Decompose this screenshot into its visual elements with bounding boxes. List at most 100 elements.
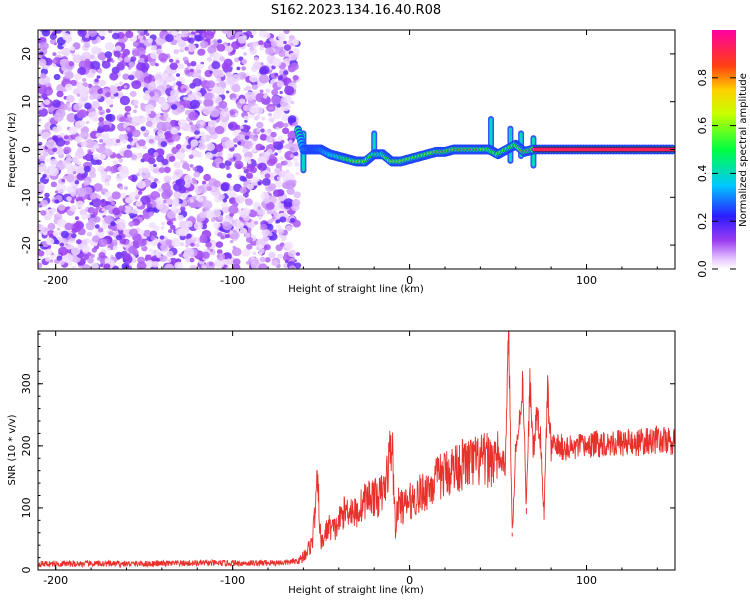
noise-blob bbox=[196, 69, 202, 74]
noise-blob bbox=[226, 90, 230, 94]
noise-blob bbox=[179, 242, 185, 247]
noise-blob bbox=[259, 89, 264, 94]
noise-blob bbox=[83, 179, 91, 186]
noise-blob bbox=[54, 199, 60, 204]
noise-blob bbox=[38, 108, 48, 117]
noise-blob bbox=[235, 94, 240, 98]
noise-blob bbox=[66, 106, 72, 112]
noise-blob bbox=[229, 240, 234, 244]
noise-blob bbox=[136, 180, 146, 189]
noise-blob bbox=[86, 231, 93, 237]
noise-blob bbox=[94, 224, 100, 229]
noise-blob bbox=[91, 69, 96, 74]
noise-blob bbox=[160, 226, 165, 230]
noise-blob bbox=[97, 88, 103, 95]
noise-blob bbox=[118, 205, 126, 213]
noise-blob bbox=[156, 79, 164, 86]
noise-blob bbox=[252, 251, 257, 256]
y-tick-label: -20 bbox=[20, 236, 33, 254]
noise-blob bbox=[262, 178, 271, 186]
noise-blob bbox=[145, 120, 153, 127]
noise-blob bbox=[88, 30, 98, 37]
noise-blob bbox=[80, 140, 88, 148]
noise-blob bbox=[148, 91, 155, 97]
noise-blob bbox=[280, 235, 287, 242]
noise-blob bbox=[149, 59, 157, 66]
noise-blob bbox=[143, 229, 152, 238]
noise-blob bbox=[284, 85, 295, 96]
noise-blob bbox=[119, 192, 127, 199]
noise-blob bbox=[286, 187, 295, 195]
noise-blob bbox=[51, 99, 61, 108]
noise-blob bbox=[214, 144, 224, 153]
noise-blob bbox=[173, 198, 180, 204]
noise-blob bbox=[228, 157, 234, 163]
noise-region bbox=[38, 30, 302, 269]
noise-blob bbox=[220, 120, 229, 128]
noise-blob bbox=[146, 110, 152, 115]
noise-blob bbox=[294, 161, 300, 167]
noise-blob bbox=[154, 71, 164, 81]
noise-blob bbox=[208, 262, 214, 267]
noise-blob bbox=[242, 166, 247, 170]
noise-blob bbox=[69, 46, 75, 51]
noise-blob bbox=[248, 42, 254, 48]
chart-title: S162.2023.134.16.40.R08 bbox=[271, 3, 441, 18]
noise-blob bbox=[66, 113, 77, 123]
noise-blob bbox=[174, 261, 184, 269]
noise-blob bbox=[263, 94, 268, 99]
noise-blob bbox=[170, 237, 181, 247]
noise-blob bbox=[209, 70, 213, 74]
noise-blob bbox=[131, 80, 142, 90]
noise-blob bbox=[175, 144, 182, 150]
noise-blob bbox=[215, 241, 224, 248]
noise-blob bbox=[187, 43, 196, 53]
colorbar-label: Normalized spectral amplitude bbox=[738, 73, 749, 227]
noise-blob bbox=[267, 219, 273, 225]
noise-blob bbox=[123, 56, 131, 63]
noise-blob bbox=[148, 138, 155, 144]
noise-blob bbox=[166, 210, 176, 219]
y-tick-label: 0 bbox=[20, 567, 33, 574]
noise-blob bbox=[259, 134, 268, 141]
colorbar-tick-label: 0.8 bbox=[696, 69, 709, 87]
noise-blob bbox=[183, 96, 188, 101]
noise-blob bbox=[168, 155, 176, 162]
noise-blob bbox=[265, 201, 275, 210]
noise-blob bbox=[222, 221, 232, 231]
noise-blob bbox=[124, 230, 129, 235]
noise-blob bbox=[201, 251, 210, 259]
noise-blob bbox=[101, 124, 111, 132]
noise-blob bbox=[244, 232, 251, 238]
noise-blob bbox=[44, 256, 51, 262]
noise-blob bbox=[65, 243, 73, 250]
noise-blob bbox=[70, 79, 77, 86]
noise-blob bbox=[111, 191, 121, 200]
noise-blob bbox=[46, 208, 54, 215]
noise-blob bbox=[58, 204, 66, 211]
noise-blob bbox=[211, 162, 217, 167]
noise-blob bbox=[129, 262, 134, 266]
noise-blob bbox=[40, 210, 47, 216]
noise-blob bbox=[269, 106, 274, 111]
noise-blob bbox=[53, 112, 64, 122]
noise-blob bbox=[119, 95, 130, 106]
noise-blob bbox=[85, 38, 89, 42]
noise-blob bbox=[173, 49, 179, 55]
noise-blob bbox=[195, 151, 203, 158]
noise-blob bbox=[225, 165, 231, 170]
noise-blob bbox=[135, 194, 140, 199]
noise-blob bbox=[241, 58, 247, 65]
noise-blob bbox=[253, 56, 259, 61]
noise-blob bbox=[214, 86, 224, 95]
noise-blob bbox=[52, 52, 57, 56]
noise-blob bbox=[251, 30, 257, 35]
noise-blob bbox=[183, 100, 193, 109]
noise-blob bbox=[130, 142, 135, 146]
noise-blob bbox=[52, 231, 59, 237]
noise-blob bbox=[123, 85, 128, 89]
noise-blob bbox=[283, 40, 287, 45]
noise-blob bbox=[38, 250, 45, 257]
noise-blob bbox=[268, 112, 272, 117]
noise-blob bbox=[170, 104, 178, 110]
